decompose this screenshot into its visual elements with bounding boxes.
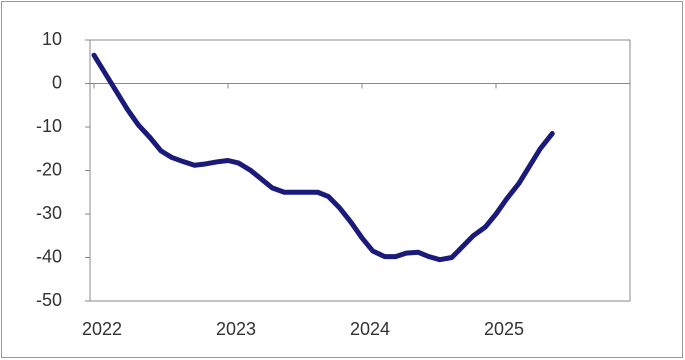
y-tick-label: -10 bbox=[36, 116, 62, 136]
x-tick-label: 2023 bbox=[216, 319, 256, 339]
y-tick-label: 0 bbox=[52, 72, 62, 92]
y-tick-label: 10 bbox=[42, 29, 62, 49]
data-line bbox=[91, 52, 555, 263]
x-tick-label: 2022 bbox=[82, 319, 122, 339]
y-tick-label: -20 bbox=[36, 159, 62, 179]
plot-frame bbox=[89, 39, 631, 302]
y-tick-label: -50 bbox=[36, 290, 62, 310]
y-tick-label: -40 bbox=[36, 246, 62, 266]
x-tick-label: 2024 bbox=[350, 319, 390, 339]
y-tick-label: -30 bbox=[36, 203, 62, 223]
x-tick-label: 2025 bbox=[484, 319, 524, 339]
